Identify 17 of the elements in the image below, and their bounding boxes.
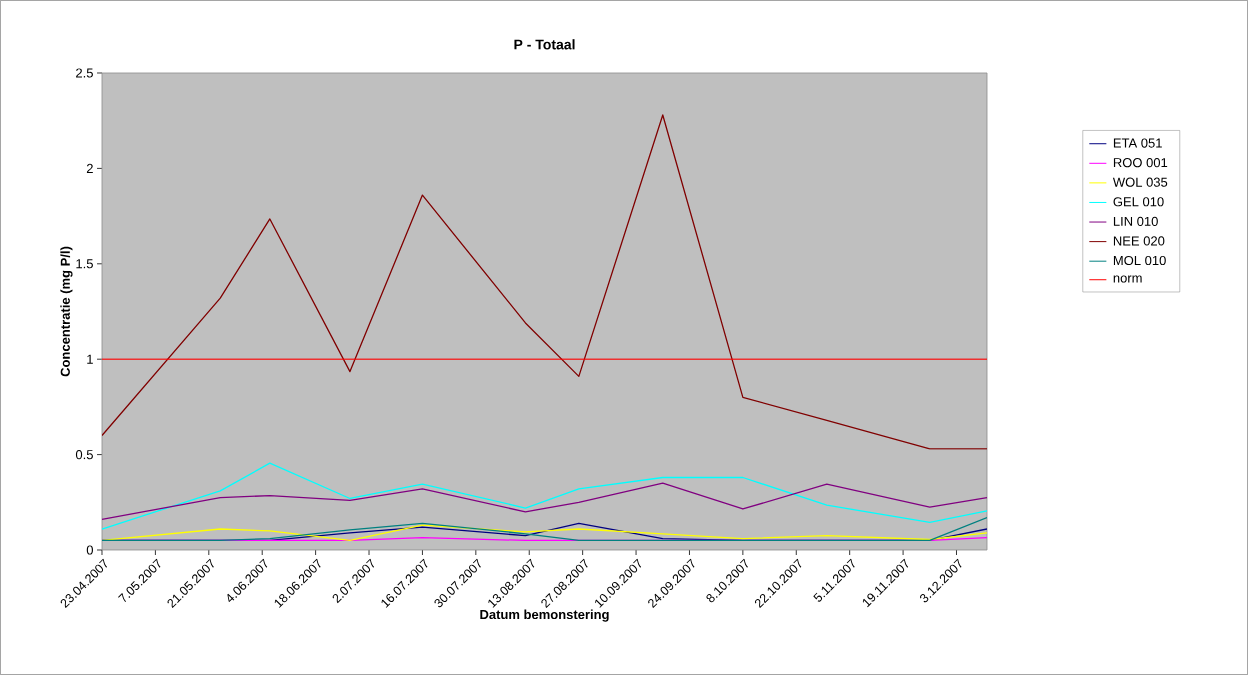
y-tick-label: 0 (86, 545, 93, 555)
y-tick-label: 1 (87, 354, 93, 364)
legend-label: WOL 035 (1112, 177, 1168, 187)
legend-label: NEE 020 (1113, 236, 1165, 246)
legend-label: GEL 010 (1113, 197, 1164, 207)
legend-label: ETA 051 (1113, 138, 1162, 148)
legend-label: LIN 010 (1113, 216, 1158, 226)
x-axis-title: Datum bemonstering (480, 609, 609, 622)
y-axis-title: Concentratie (mg P/l) (60, 246, 73, 377)
legend-label: norm (1113, 275, 1142, 283)
y-tick-label: 0.5 (75, 449, 93, 460)
y-tick-label: 2 (86, 163, 93, 173)
chart-title: P - Totaal (514, 39, 575, 50)
legend-label: ROO 001 (1113, 158, 1168, 168)
y-tick-label: 1.5 (76, 259, 93, 269)
y-tick-label: 2.5 (76, 68, 93, 78)
legend-label: MOL 010 (1113, 255, 1166, 266)
